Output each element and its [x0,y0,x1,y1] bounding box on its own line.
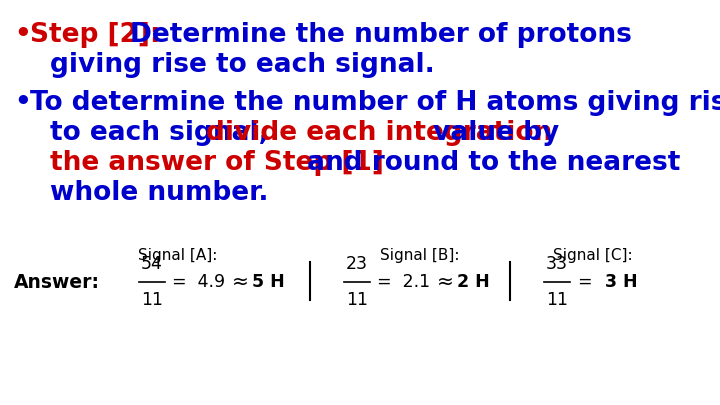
Text: ≈: ≈ [232,273,249,292]
Text: =  4.9: = 4.9 [172,273,225,291]
Text: 5 H: 5 H [252,273,284,291]
Text: ≈: ≈ [437,273,454,292]
Text: whole number.: whole number. [50,180,269,206]
Text: 11: 11 [141,291,163,309]
Text: =: = [577,273,592,291]
Text: giving rise to each signal.: giving rise to each signal. [50,52,435,78]
Text: and round to the nearest: and round to the nearest [298,150,680,176]
Text: Signal [C]:: Signal [C]: [553,248,633,263]
Text: Determine the number of protons: Determine the number of protons [130,22,632,48]
Text: 3 H: 3 H [605,273,638,291]
Text: To determine the number of H atoms giving rise: To determine the number of H atoms givin… [30,90,720,116]
Text: =  2.1: = 2.1 [377,273,430,291]
Text: 54: 54 [141,255,163,273]
Text: 2 H: 2 H [457,273,490,291]
Text: divide each integration: divide each integration [206,120,552,146]
Text: value by: value by [424,120,559,146]
Text: •: • [14,90,31,116]
Text: 11: 11 [546,291,568,309]
Text: 23: 23 [346,255,368,273]
Text: Signal [A]:: Signal [A]: [138,248,217,263]
Text: 33: 33 [546,255,568,273]
Text: •: • [14,22,31,48]
Text: Step [2]:: Step [2]: [30,22,161,48]
Text: the answer of Step [1]: the answer of Step [1] [50,150,384,176]
Text: to each signal,: to each signal, [50,120,278,146]
Text: Answer:: Answer: [14,273,100,292]
Text: 11: 11 [346,291,368,309]
Text: Signal [B]:: Signal [B]: [380,248,460,263]
